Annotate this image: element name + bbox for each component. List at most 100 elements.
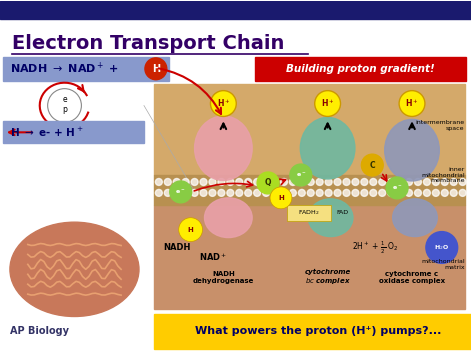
Circle shape: [155, 190, 162, 196]
Circle shape: [397, 190, 403, 196]
Circle shape: [388, 179, 395, 185]
Circle shape: [343, 190, 350, 196]
Circle shape: [48, 89, 82, 122]
Text: C: C: [369, 160, 375, 170]
FancyBboxPatch shape: [255, 57, 465, 81]
Ellipse shape: [385, 119, 439, 181]
Circle shape: [200, 190, 207, 196]
Circle shape: [352, 190, 359, 196]
Circle shape: [298, 179, 305, 185]
Circle shape: [325, 179, 332, 185]
Circle shape: [397, 179, 403, 185]
Text: H$_2$O: H$_2$O: [434, 243, 449, 252]
Text: H: H: [152, 64, 160, 74]
Circle shape: [399, 91, 425, 116]
Circle shape: [307, 190, 314, 196]
Circle shape: [272, 190, 278, 196]
Text: e$^-$: e$^-$: [392, 184, 402, 192]
Circle shape: [155, 179, 162, 185]
Text: FAD: FAD: [337, 210, 348, 215]
Circle shape: [441, 179, 448, 185]
Circle shape: [316, 190, 323, 196]
Ellipse shape: [392, 199, 438, 236]
Text: cytochrome
$bc$ complex: cytochrome $bc$ complex: [304, 268, 351, 286]
Text: cytochrome c
oxidase complex: cytochrome c oxidase complex: [379, 271, 445, 284]
Circle shape: [441, 190, 448, 196]
Circle shape: [272, 179, 278, 185]
Circle shape: [334, 190, 341, 196]
Circle shape: [145, 58, 167, 80]
Circle shape: [209, 179, 216, 185]
Text: H$^+$: H$^+$: [405, 98, 419, 109]
Circle shape: [459, 190, 466, 196]
Text: NADH
dehydrogenase: NADH dehydrogenase: [193, 271, 254, 284]
Circle shape: [290, 190, 296, 196]
Bar: [0, 1, 471, 19]
Circle shape: [361, 190, 368, 196]
Circle shape: [164, 179, 171, 185]
Text: e$^-$: e$^-$: [296, 171, 306, 179]
Circle shape: [352, 179, 359, 185]
Circle shape: [406, 190, 412, 196]
Text: H$^+$: H$^+$: [217, 98, 230, 109]
Bar: [154, 175, 465, 205]
Text: 2H$^+$ + $\frac{1}{2}$ O$_2$: 2H$^+$ + $\frac{1}{2}$ O$_2$: [352, 239, 399, 256]
Circle shape: [432, 179, 439, 185]
Circle shape: [173, 179, 180, 185]
Circle shape: [343, 179, 350, 185]
Text: p: p: [62, 105, 67, 114]
Circle shape: [307, 179, 314, 185]
Circle shape: [254, 190, 261, 196]
Text: inner
mitochondrial
membrane: inner mitochondrial membrane: [421, 167, 465, 183]
Circle shape: [290, 179, 296, 185]
Circle shape: [236, 190, 243, 196]
Circle shape: [281, 190, 287, 196]
Text: NAD$^+$: NAD$^+$: [200, 252, 228, 263]
Circle shape: [450, 179, 457, 185]
Text: AP Biology: AP Biology: [10, 326, 69, 336]
Ellipse shape: [195, 116, 252, 180]
Circle shape: [270, 187, 292, 209]
Circle shape: [423, 179, 430, 185]
Text: Building proton gradient!: Building proton gradient!: [286, 64, 435, 74]
Circle shape: [361, 179, 368, 185]
Circle shape: [191, 179, 198, 185]
Circle shape: [414, 179, 421, 185]
Text: H$^+$: H$^+$: [321, 98, 334, 109]
Text: H: H: [278, 195, 284, 201]
Circle shape: [164, 190, 171, 196]
Circle shape: [298, 190, 305, 196]
Circle shape: [281, 179, 287, 185]
Text: FADH$_2$: FADH$_2$: [298, 208, 319, 217]
FancyBboxPatch shape: [3, 57, 169, 81]
Bar: [0, 332, 471, 354]
Text: mitochondrial
matrix: mitochondrial matrix: [421, 259, 465, 270]
Circle shape: [209, 190, 216, 196]
Circle shape: [325, 190, 332, 196]
Circle shape: [227, 190, 234, 196]
Circle shape: [245, 179, 252, 185]
Text: H $\rightarrow$ e- + H$^+$: H $\rightarrow$ e- + H$^+$: [10, 126, 83, 139]
Circle shape: [370, 179, 377, 185]
Text: H: H: [188, 226, 193, 233]
Circle shape: [290, 164, 312, 186]
Circle shape: [370, 190, 377, 196]
Circle shape: [263, 190, 270, 196]
Circle shape: [210, 91, 236, 116]
Circle shape: [179, 218, 202, 241]
Circle shape: [170, 181, 191, 203]
Circle shape: [200, 179, 207, 185]
Circle shape: [379, 179, 386, 185]
Ellipse shape: [10, 222, 139, 317]
Circle shape: [191, 190, 198, 196]
Circle shape: [414, 190, 421, 196]
Bar: [0, 19, 471, 332]
Circle shape: [263, 179, 270, 185]
Circle shape: [379, 190, 386, 196]
Circle shape: [315, 91, 340, 116]
Text: NADH: NADH: [163, 243, 191, 252]
FancyBboxPatch shape: [3, 121, 144, 143]
Text: Q: Q: [265, 179, 271, 187]
Text: NADH $\rightarrow$ NAD$^+$ +: NADH $\rightarrow$ NAD$^+$ +: [10, 61, 119, 76]
Circle shape: [257, 172, 279, 194]
